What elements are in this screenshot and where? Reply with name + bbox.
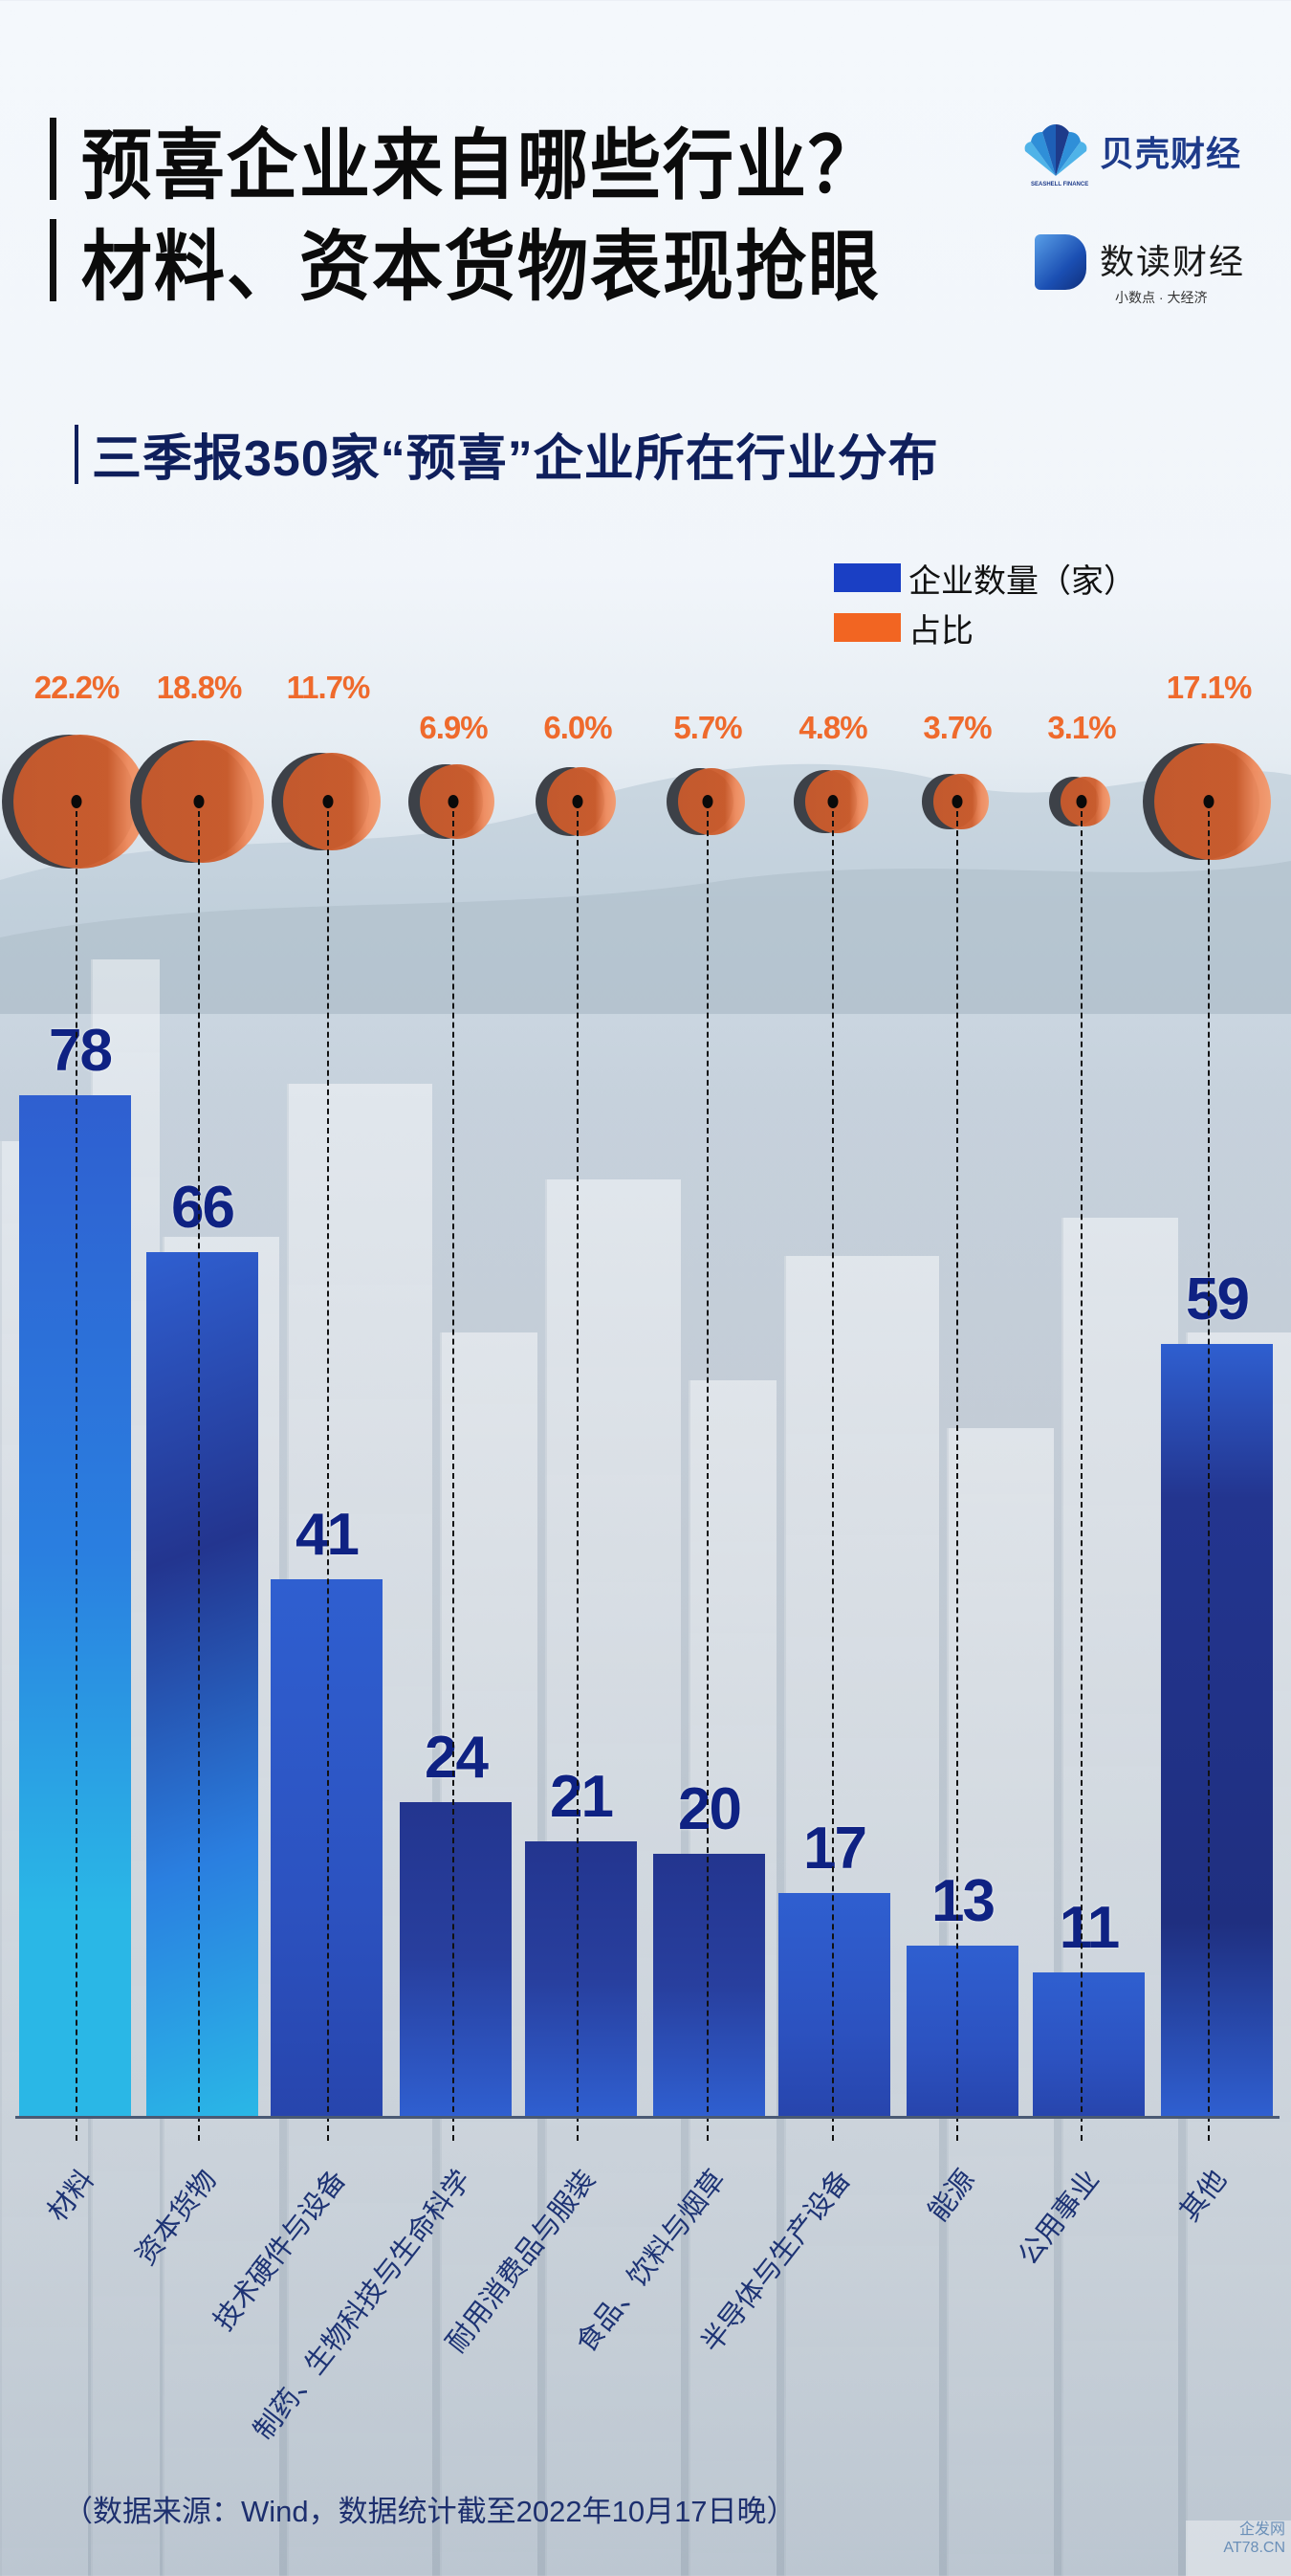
bubble-center-dot [71,795,82,808]
dashed-guide-line [577,802,579,2141]
bar-6 [778,1893,890,2116]
bar-0 [19,1094,131,2116]
share-percent-label: 3.1% [1047,710,1116,745]
chart-legend: 企业数量（家） 占比 [834,555,1136,654]
legend-label: 占比 [908,612,974,650]
legend-item-count: 企业数量（家） [834,555,1136,601]
bubble-center-dot [702,795,713,808]
chart-title: 三季报350家“预喜”企业所在行业分布 [75,418,939,490]
bar-5 [653,1854,765,2116]
bubble-center-dot [827,795,839,808]
share-percent-label: 6.9% [419,710,488,745]
legend-swatch-blue [834,563,901,592]
share-percent-label: 3.7% [923,710,992,745]
legend-swatch-orange [834,613,901,642]
legend-item-share: 占比 [834,605,1136,650]
subtitle-accent-bar [75,424,78,484]
title-accent-bar [50,219,56,301]
share-percent-label: 6.0% [543,710,612,745]
bar-value-label: 78 [49,1017,113,1084]
title-text-1: 预喜企业来自哪些行业？ [81,121,881,209]
logo2-name: 数读财经 [1100,242,1246,281]
share-percent-label: 5.7% [673,710,742,745]
dashed-guide-line [198,802,200,2141]
dashed-guide-line [327,802,329,2141]
share-percent-label: 4.8% [799,710,867,745]
title-accent-bar [50,118,56,200]
bar-value-label: 17 [803,1816,867,1882]
logo-shudu-caijing: 数读财经 小数点 · 大经济 [1035,234,1245,307]
watermark-line2: AT78.CN [1223,2540,1285,2557]
dashed-guide-line [76,802,77,2141]
page-title: 预喜企业来自哪些行业？ 材料、资本货物表现抢眼 [50,113,881,316]
bar-2 [271,1579,383,2116]
watermark-line1: 企发网 [1238,2521,1285,2538]
bar-value-label: 24 [425,1724,489,1791]
dashed-guide-line [956,802,958,2141]
title-line-1: 预喜企业来自哪些行业？ [50,113,881,208]
bubble-center-dot [193,795,205,808]
bar-value-label: 13 [931,1868,996,1935]
bar-value-label: 59 [1186,1266,1250,1332]
share-percent-label: 22.2% [33,670,120,705]
bubble-center-dot [572,795,583,808]
bar-3 [400,1801,512,2116]
bubble-center-dot [322,795,334,808]
bar-9 [1161,1343,1273,2116]
bubble-center-dot [952,795,963,808]
bar-8 [1033,1971,1145,2116]
share-percent-label: 18.8% [156,670,243,705]
bar-1 [146,1252,258,2116]
share-percent-label: 11.7% [286,670,371,705]
logo1-subtitle: SEASHELL FINANCE [1031,182,1089,187]
title-text-2: 材料、资本货物表现抢眼 [81,223,881,310]
seashell-icon [1024,124,1087,176]
watermark: 企发网 AT78.CN [1186,2521,1291,2576]
bubble-center-dot [1203,795,1214,808]
dashed-guide-line [1208,802,1210,2141]
bar-4 [525,1840,637,2116]
logo-beike-caijing: 贝壳财经 SEASHELL FINANCE [1021,122,1242,187]
bar-value-label: 11 [1059,1894,1121,1961]
bar-value-label: 21 [550,1763,614,1830]
legend-label: 企业数量（家） [908,562,1136,600]
data-source-note: （数据来源：Wind，数据统计截至2022年10月17日晚） [63,2495,797,2528]
share-percent-label: 17.1% [1166,670,1253,705]
bar-value-label: 66 [171,1175,235,1242]
bubble-center-dot [1076,795,1087,808]
polygon-map-icon [1035,234,1086,290]
bar-value-label: 20 [678,1776,742,1843]
chart-title-text: 三季报350家“预喜”企业所在行业分布 [92,431,939,487]
dashed-guide-line [1081,802,1083,2141]
bar-7 [907,1946,1018,2116]
title-line-2: 材料、资本货物表现抢眼 [50,214,881,309]
logo1-name: 贝壳财经 [1100,134,1242,173]
bubble-center-dot [448,795,459,808]
x-axis-baseline [15,2116,1280,2119]
dashed-guide-line [707,802,709,2141]
dashed-guide-line [832,802,834,2141]
dashed-guide-line [452,802,454,2141]
logo2-slogan: 小数点 · 大经济 [1115,290,1208,305]
